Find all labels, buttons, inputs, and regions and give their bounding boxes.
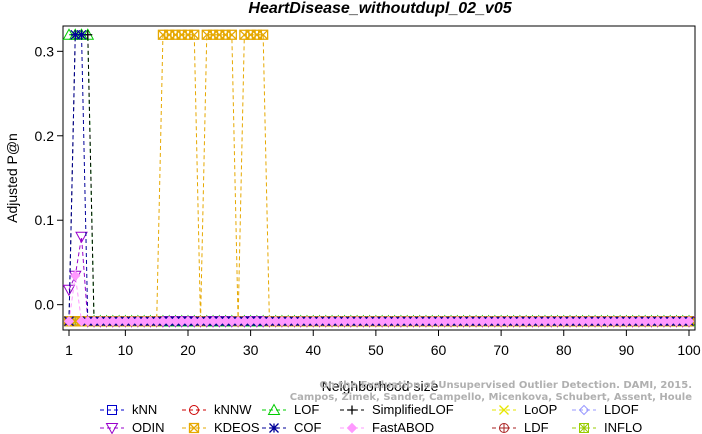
legend-item-loop: LoOP (492, 402, 557, 417)
legend: kNN kNNW LOF SimplifiedLOF LoOP LDOF ODIN KDEOS… (100, 402, 642, 434)
legend-label-lof: LOF (294, 402, 319, 417)
legend-marker-fastabod (346, 422, 358, 434)
legend-label-ldf: LDF (524, 420, 549, 434)
x-tick-label: 100 (677, 342, 701, 358)
legend-label-simplifiedlof: SimplifiedLOF (372, 402, 454, 417)
legend-label-cof: COF (294, 420, 322, 434)
y-tick-label: 0.3 (35, 43, 55, 59)
legend-marker-cof (269, 423, 279, 433)
chart-title: HeartDisease_withoutdupl_02_v05 (248, 0, 512, 17)
legend-marker-loop (499, 405, 509, 415)
legend-item-fastabod: FastABOD (340, 420, 434, 434)
point-cof (70, 29, 81, 40)
x-axis: 1 10 20 30 40 50 60 70 80 90 100 (65, 330, 701, 358)
legend-marker-kdeos (188, 422, 200, 434)
legend-marker-knn (107, 405, 117, 415)
legend-marker-odin (105, 423, 119, 434)
legend-marker-ldof (578, 404, 590, 416)
y-tick-label: 0.0 (35, 297, 55, 313)
legend-marker-knnw (189, 405, 199, 415)
line-fastabod (68, 275, 689, 322)
y-axis: 0.0 0.1 0.2 0.3 (35, 43, 63, 313)
point-fastabod (70, 270, 81, 281)
legend-label-loop: LoOP (524, 402, 557, 417)
y-tick-label: 0.1 (35, 212, 55, 228)
legend-label-odin: ODIN (132, 420, 165, 434)
point-odin (62, 284, 76, 297)
x-tick-label: 90 (619, 342, 635, 358)
line-kdeos (69, 34, 689, 322)
legend-item-lof: LOF (262, 402, 319, 417)
point-kdeos (257, 29, 269, 40)
watermark-line-2: On the Evaluation of Unsupervised Outlie… (319, 380, 692, 391)
x-tick-label: 70 (493, 342, 509, 358)
line-odin (68, 236, 689, 322)
legend-item-knn: kNN (100, 402, 157, 417)
legend-item-ldof: LDOF (572, 402, 639, 417)
legend-item-cof: COF (262, 420, 322, 434)
legend-item-ldf: LDF (492, 420, 549, 434)
legend-label-knn: kNN (132, 402, 157, 417)
x-tick-label: 1 (65, 342, 73, 358)
point-kdeos (226, 29, 237, 40)
x-tick-label: 50 (368, 342, 384, 358)
legend-label-kdeos: KDEOS (214, 420, 260, 434)
point-fastabod (683, 316, 695, 327)
legend-marker-simplifiedlof (347, 405, 357, 415)
legend-marker-inflo (579, 423, 589, 433)
series-layer (62, 28, 696, 328)
legend-marker-ldf (499, 423, 509, 433)
series-fastabod (63, 270, 695, 327)
legend-label-fastabod: FastABOD (372, 420, 434, 434)
legend-label-ldof: LDOF (604, 402, 639, 417)
x-tick-label: 40 (305, 342, 321, 358)
x-tick-label: 30 (243, 342, 259, 358)
series-lof (62, 28, 696, 327)
legend-item-knnw: kNNW (182, 402, 252, 417)
legend-marker-lof (267, 403, 281, 415)
legend-marker-ldf (499, 423, 509, 433)
legend-item-inflo: INFLO (572, 420, 642, 434)
legend-item-odin: ODIN (100, 420, 165, 434)
legend-label-inflo: INFLO (604, 420, 642, 434)
legend-label-knnw: kNNW (214, 402, 252, 417)
point-cof (76, 29, 87, 40)
series-cof (64, 29, 694, 327)
x-axis-label: Neighborhood size (322, 378, 439, 394)
x-tick-label: 10 (118, 342, 134, 358)
point-kdeos (189, 29, 200, 40)
x-tick-label: 60 (431, 342, 447, 358)
y-axis-label: Adjusted P@n (4, 133, 20, 223)
legend-item-kdeos: KDEOS (182, 420, 260, 434)
point-odin (75, 231, 88, 244)
point-fastabod (63, 316, 75, 327)
watermark-line-1: Campos, Zimek, Sander, Campello, Micenko… (290, 392, 692, 403)
x-tick-label: 20 (180, 342, 196, 358)
legend-item-simplifiedlof: SimplifiedLOF (340, 402, 454, 417)
y-tick-label: 0.2 (35, 128, 55, 144)
plot-frame (62, 25, 696, 331)
x-tick-label: 80 (556, 342, 572, 358)
series-kdeos (63, 29, 695, 327)
series-simplifiedlof (64, 30, 694, 326)
